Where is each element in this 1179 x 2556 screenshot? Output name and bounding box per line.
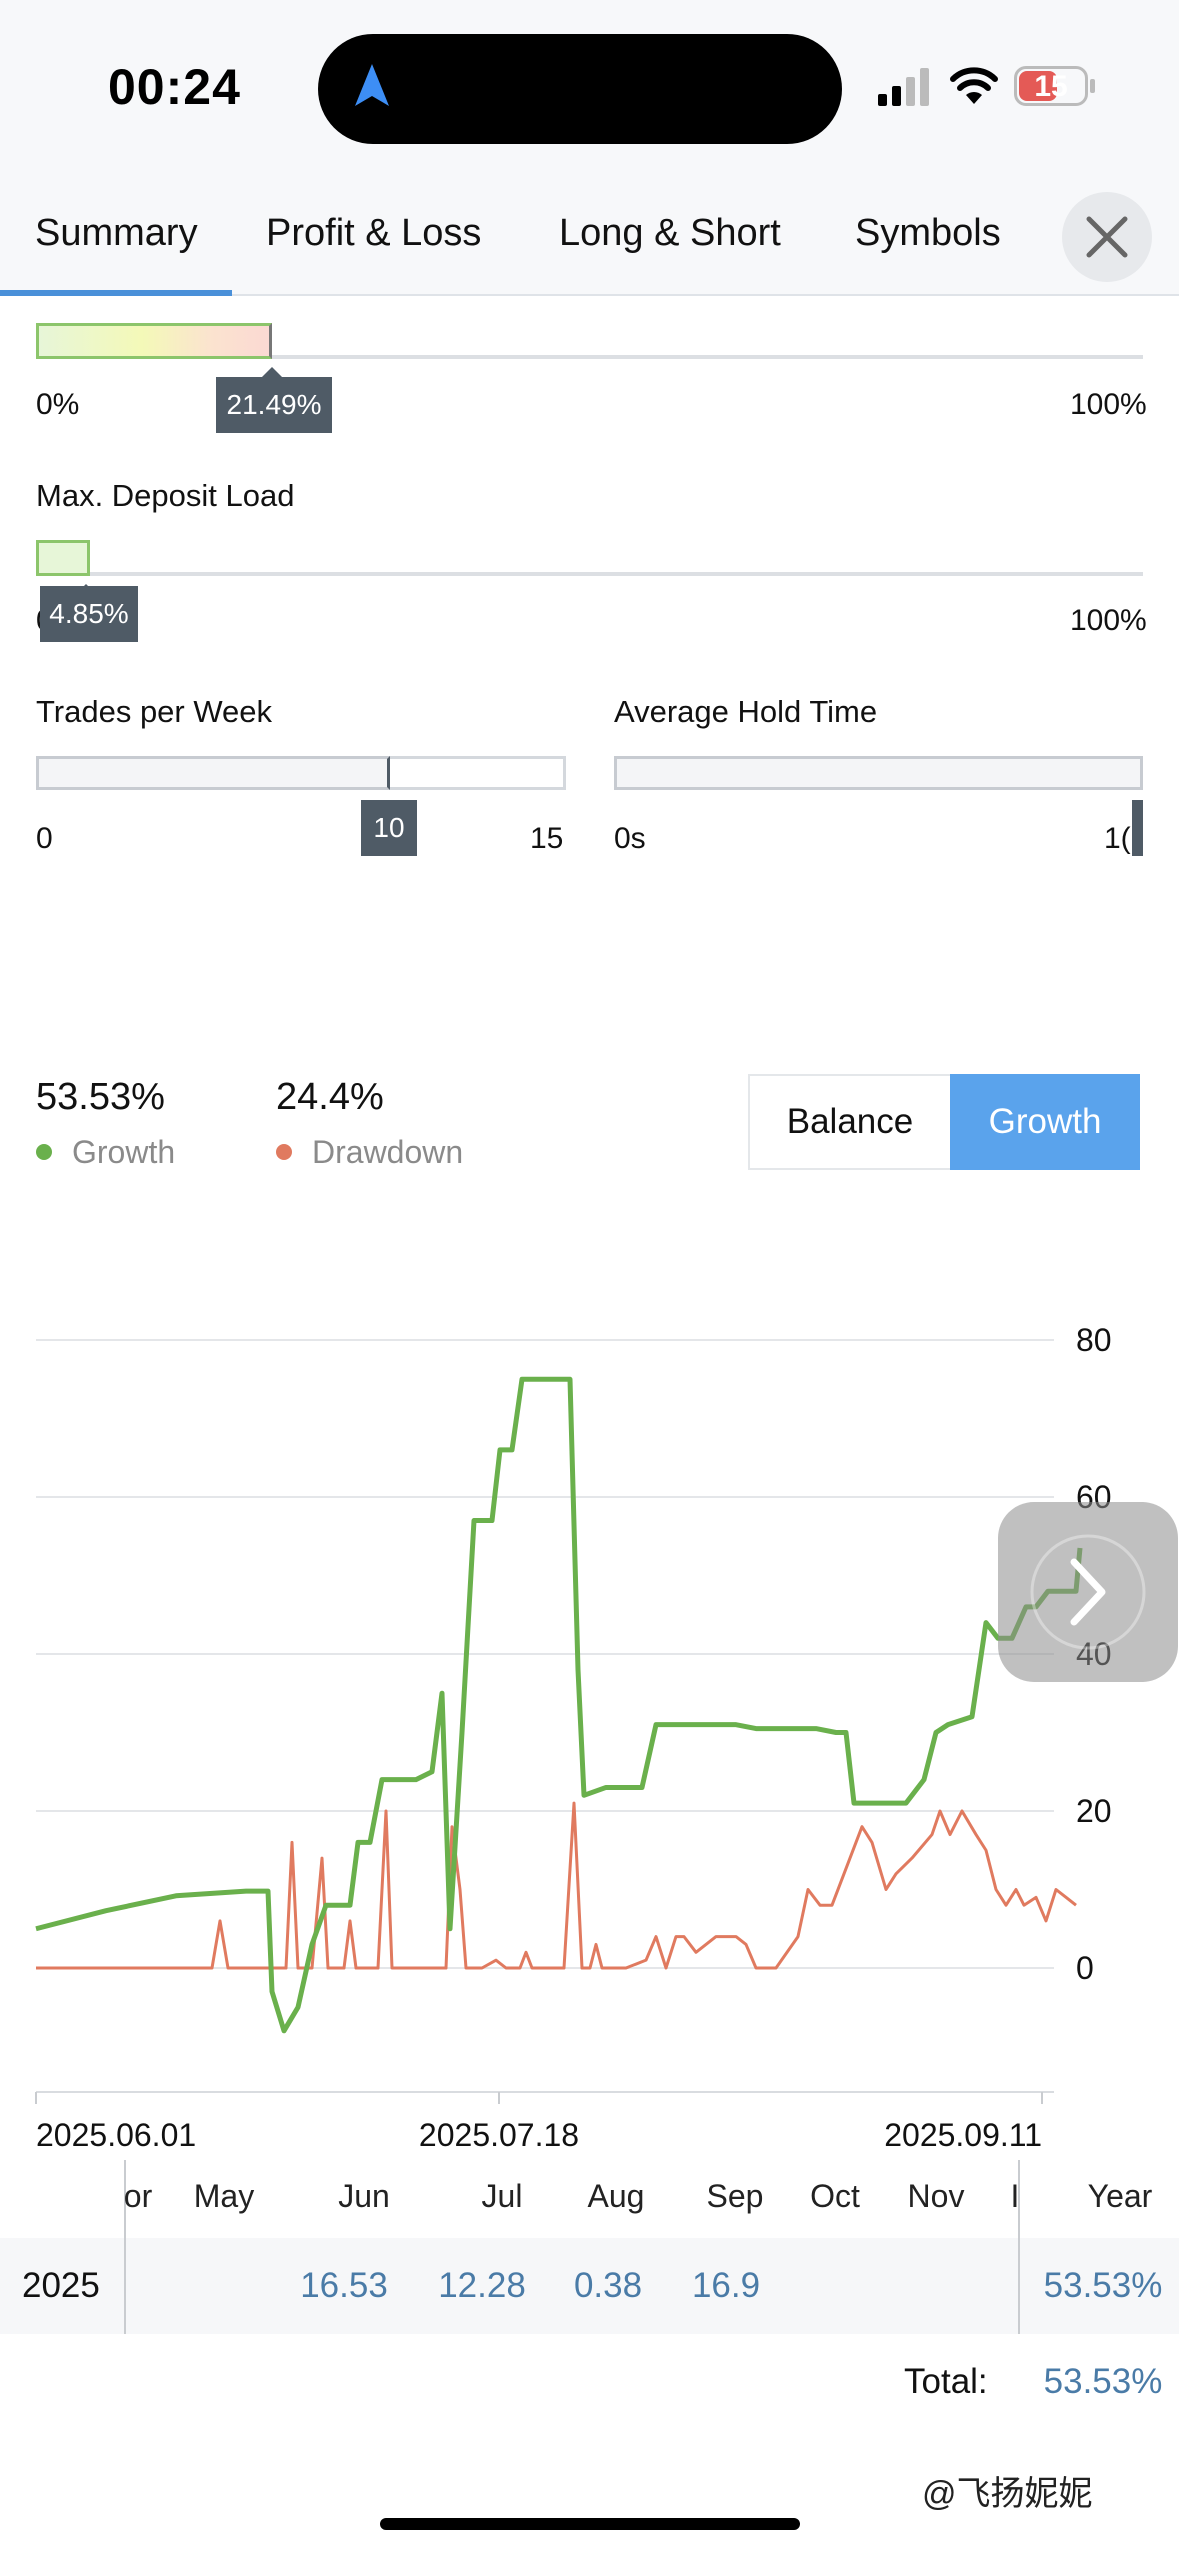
drawdown-series-line bbox=[36, 1801, 1077, 1970]
table-cell: 16.53 bbox=[300, 2266, 388, 2305]
month-header: Sep bbox=[706, 2178, 764, 2214]
x-tick-label: 2025.09.11 bbox=[884, 2117, 1042, 2153]
avg-hold-time-title: Average Hold Time bbox=[614, 694, 878, 729]
trades-per-week-min: 0 bbox=[36, 822, 53, 855]
status-time: 00:24 bbox=[108, 59, 241, 115]
drawdown-legend-dot bbox=[276, 1144, 292, 1160]
drawdown-value: 24.4% bbox=[276, 1076, 384, 1118]
battery-nub bbox=[1090, 79, 1095, 93]
tab-symbols[interactable]: Symbols bbox=[855, 212, 1001, 254]
table-divider-right bbox=[1018, 2160, 1020, 2334]
wifi-icon bbox=[950, 67, 998, 104]
month-header: or bbox=[123, 2178, 153, 2214]
avg-hold-time-bar bbox=[614, 756, 1143, 790]
growth-toggle-button[interactable]: Growth bbox=[950, 1074, 1140, 1170]
avg-hold-time-max: 1( bbox=[1104, 822, 1131, 855]
trades-per-week-max: 15 bbox=[530, 822, 564, 855]
month-header: Aug bbox=[587, 2178, 645, 2214]
close-button[interactable] bbox=[1062, 192, 1152, 282]
avg-hold-time-tooltip bbox=[1132, 800, 1143, 856]
total-label: Total: bbox=[904, 2362, 988, 2401]
trades-per-week-value: 10 bbox=[361, 800, 417, 856]
trades-per-week-title: Trades per Week bbox=[36, 694, 273, 729]
month-header: Jun bbox=[338, 2178, 390, 2214]
month-header: Oct bbox=[810, 2178, 860, 2214]
risk-gauge-max: 100% bbox=[1070, 388, 1147, 421]
tab-profit-loss[interactable]: Profit & Loss bbox=[266, 212, 482, 254]
table-divider-left bbox=[124, 2160, 126, 2334]
home-indicator bbox=[380, 2518, 800, 2530]
y-tick-label: 20 bbox=[1076, 1793, 1112, 1829]
dynamic-island bbox=[318, 34, 842, 144]
growth-legend-dot bbox=[36, 1144, 52, 1160]
drawdown-legend-label: Drawdown bbox=[312, 1134, 464, 1170]
month-header: Jul bbox=[481, 2178, 523, 2214]
gauge-track bbox=[36, 355, 1143, 359]
active-tab-indicator bbox=[0, 290, 232, 296]
y-tick-label: 0 bbox=[1076, 1950, 1094, 1986]
navigation-arrow-icon bbox=[355, 64, 389, 106]
battery-level: 15 bbox=[1034, 70, 1068, 103]
deposit-load-value: 4.85% bbox=[40, 586, 138, 642]
table-row-band bbox=[0, 2238, 1179, 2334]
x-tick-label: 2025.06.01 bbox=[36, 2117, 196, 2153]
table-cell: 12.28 bbox=[438, 2266, 526, 2305]
risk-gauge-bar bbox=[36, 323, 272, 359]
year-total-cell: 53.53% bbox=[1043, 2266, 1163, 2305]
x-tick-label: 2025.07.18 bbox=[419, 2117, 579, 2153]
watermark: @飞扬妮妮 bbox=[922, 2475, 1093, 2513]
month-header: May bbox=[193, 2178, 255, 2214]
growth-series-line bbox=[35, 1376, 1083, 2034]
growth-legend-label: Growth bbox=[72, 1134, 176, 1170]
trades-per-week-bar bbox=[36, 756, 390, 790]
deposit-load-max: 100% bbox=[1070, 604, 1147, 637]
tooltip-arrow bbox=[262, 367, 282, 377]
close-icon bbox=[1086, 216, 1128, 258]
tab-bar bbox=[0, 170, 1179, 296]
deposit-load-title: Max. Deposit Load bbox=[36, 478, 295, 513]
month-header: I bbox=[1010, 2178, 1020, 2214]
balance-toggle-button[interactable]: Balance bbox=[748, 1074, 952, 1170]
table-cell: 16.9 bbox=[691, 2266, 761, 2305]
avg-hold-time-min: 0s bbox=[614, 822, 646, 855]
row-year-label: 2025 bbox=[22, 2266, 100, 2305]
risk-gauge-value: 21.49% bbox=[216, 377, 332, 433]
battery-icon: 15 bbox=[1014, 66, 1088, 106]
deposit-load-bar bbox=[36, 540, 90, 576]
month-header: Nov bbox=[907, 2178, 965, 2214]
growth-value: 53.53% bbox=[36, 1076, 165, 1118]
chevron-right-icon bbox=[1030, 1534, 1146, 1650]
tab-long-short[interactable]: Long & Short bbox=[559, 212, 781, 254]
table-cell: 0.38 bbox=[573, 2266, 643, 2305]
cellular-signal-icon bbox=[878, 68, 929, 106]
year-header: Year bbox=[1087, 2178, 1153, 2214]
tab-summary[interactable]: Summary bbox=[35, 212, 198, 254]
deposit-load-track bbox=[36, 572, 1143, 576]
next-chart-button[interactable] bbox=[998, 1502, 1178, 1682]
y-tick-label: 80 bbox=[1076, 1322, 1112, 1358]
risk-gauge-min: 0% bbox=[36, 388, 80, 421]
total-value: 53.53% bbox=[1043, 2362, 1163, 2401]
